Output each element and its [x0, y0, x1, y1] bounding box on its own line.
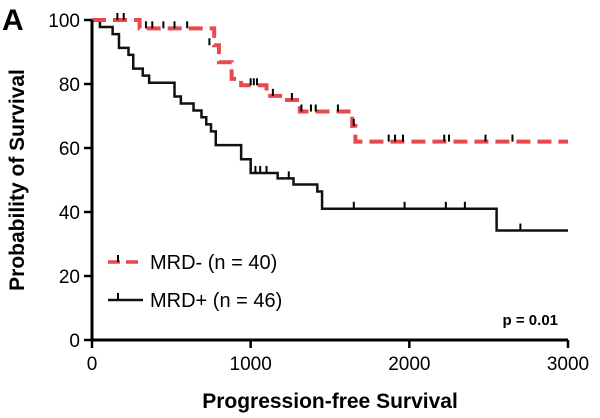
legend-label-mrd-negative: MRD- (n = 40)	[150, 252, 277, 274]
legend: MRD- (n = 40) MRD+ (n = 46)	[108, 252, 282, 312]
legend-label-mrd-positive: MRD+ (n = 46)	[150, 290, 282, 312]
x-tick-label: 3000	[547, 354, 589, 375]
x-tick-label: 2000	[388, 354, 430, 375]
p-value-annotation: p = 0.01	[503, 312, 558, 329]
survival-curve-mrd-positive	[92, 18, 568, 232]
x-tick-label: 1000	[230, 354, 272, 375]
y-tick-label: 60	[59, 139, 80, 160]
y-axis-title: Probability of Survival	[6, 69, 29, 291]
legend-item-mrd-positive: MRD+ (n = 46)	[108, 290, 282, 312]
y-tick-label: 100	[48, 11, 80, 32]
x-ticks: 0 1000 2000 3000	[87, 340, 589, 375]
x-axis-title: Progression-free Survival	[202, 390, 458, 413]
series-layer	[92, 13, 568, 232]
y-tick-label: 40	[59, 203, 80, 224]
legend-item-mrd-negative: MRD- (n = 40)	[108, 252, 277, 274]
panel-label: A	[2, 4, 24, 37]
y-tick-label: 20	[59, 267, 80, 288]
y-ticks: 0 20 40 60 80 100	[48, 11, 92, 352]
plot-area: 0 20 40 60 80 100 0 1000 2000 3000	[48, 11, 589, 375]
x-tick-label: 0	[87, 354, 98, 375]
survival-curve-mrd-negative	[92, 18, 568, 144]
y-tick-label: 80	[59, 75, 80, 96]
y-tick-label: 0	[69, 331, 80, 352]
